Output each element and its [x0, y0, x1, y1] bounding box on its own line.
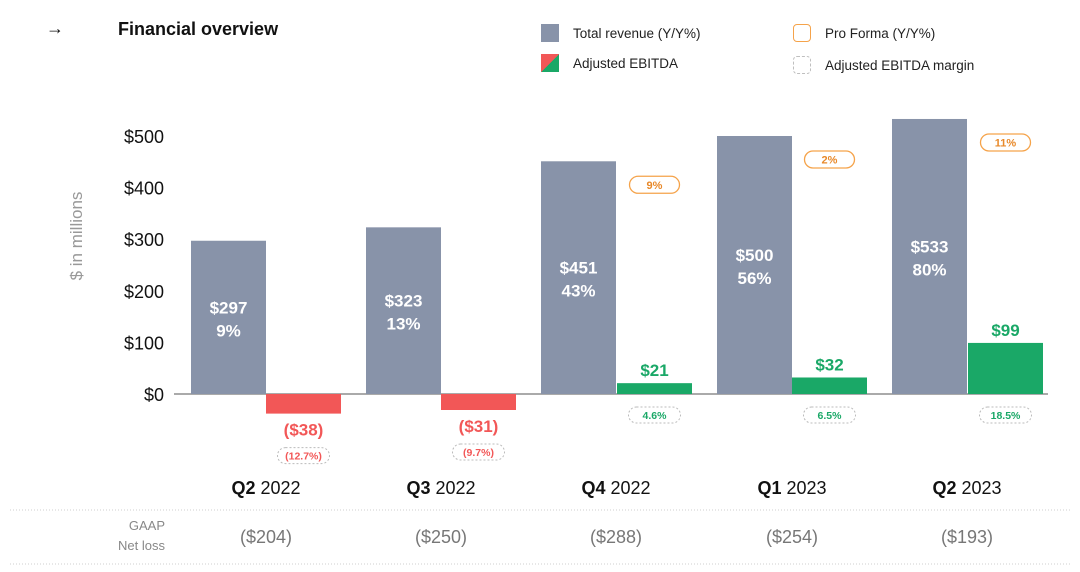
category-label: Q3 2022: [406, 478, 475, 498]
pro-forma-pill: [979, 133, 1032, 152]
category-quarter: Q2: [231, 478, 260, 498]
ebitda-value-label: $99: [991, 321, 1019, 340]
pro-forma-swatch-icon: [793, 24, 811, 42]
revenue-value-label: $500: [736, 246, 774, 265]
category-label: Q2 2022: [231, 478, 300, 498]
margin-swatch-icon: [793, 56, 811, 74]
legend-margin-label: Adjusted EBITDA margin: [825, 57, 975, 73]
revenue-value-label: $451: [560, 259, 598, 278]
gaap-net-loss-value: ($204): [240, 527, 292, 547]
ebitda-margin-label: (12.7%): [285, 451, 322, 463]
gaap-label-line2: Net loss: [118, 538, 165, 553]
gaap-net-loss-value: ($254): [766, 527, 818, 547]
category-quarter: Q2: [932, 478, 961, 498]
ebitda-value-label: ($38): [284, 421, 324, 440]
y-tick-label: $100: [124, 333, 164, 353]
ebitda-bar: [441, 394, 516, 410]
category-label: Q2 2023: [932, 478, 1001, 498]
ebitda-margin-label: 4.6%: [643, 410, 668, 422]
legend-ebitda: Adjusted EBITDA: [541, 54, 678, 72]
gaap-label-line1: GAAP: [129, 518, 165, 533]
gaap-net-loss-value: ($250): [415, 527, 467, 547]
y-tick-label: $0: [144, 385, 164, 405]
ebitda-margin-label: (9.7%): [463, 447, 494, 459]
revenue-bar: [541, 161, 616, 394]
ebitda-margin-label: 6.5%: [818, 410, 843, 422]
gaap-net-loss-value: ($193): [941, 527, 993, 547]
legend-revenue: Total revenue (Y/Y%): [541, 24, 701, 42]
legend-margin: Adjusted EBITDA margin: [793, 56, 974, 74]
revenue-yoy-label: 13%: [386, 315, 420, 334]
category-year: 2022: [260, 478, 300, 498]
ebitda-margin-label: 18.5%: [991, 410, 1021, 422]
y-tick-label: $500: [124, 127, 164, 147]
category-year: 2022: [610, 478, 650, 498]
page-title: Financial overview: [118, 19, 279, 39]
revenue-bar: [366, 227, 441, 394]
legend-pro-forma: Pro Forma (Y/Y%): [793, 24, 935, 42]
right-arrow-icon: →: [46, 18, 64, 38]
ebitda-margin-pill: [803, 406, 856, 424]
category-label: Q1 2023: [757, 478, 826, 498]
category-label: Q4 2022: [581, 478, 650, 498]
category-quarter: Q1: [757, 478, 786, 498]
revenue-yoy-label: 9%: [216, 321, 241, 340]
category-year: 2023: [961, 478, 1001, 498]
revenue-bar: [892, 118, 967, 395]
revenue-bar: [717, 136, 792, 394]
pro-forma-label: 2%: [822, 155, 838, 167]
revenue-yoy-label: 80%: [912, 260, 946, 279]
ebitda-swatch-icon: [541, 54, 559, 72]
ebitda-bar: [968, 342, 1043, 394]
y-axis-label: $ in millions: [67, 192, 86, 281]
revenue-swatch-icon: [541, 24, 559, 42]
revenue-value-label: $533: [911, 237, 949, 256]
pro-forma-pill: [628, 175, 681, 194]
y-tick-label: $200: [124, 282, 164, 302]
y-tick-label: $300: [124, 230, 164, 250]
ebitda-margin-pill: [979, 406, 1032, 424]
pro-forma-label: 9%: [647, 180, 663, 192]
ebitda-value-label: $21: [640, 361, 668, 380]
legend-pro-forma-label: Pro Forma (Y/Y%): [825, 25, 936, 41]
revenue-value-label: $297: [210, 298, 248, 317]
ebitda-value-label: $32: [815, 355, 843, 374]
pro-forma-label: 11%: [995, 137, 1017, 149]
ebitda-bar: [266, 394, 341, 414]
revenue-value-label: $323: [385, 292, 423, 311]
ebitda-margin-pill: [277, 447, 330, 465]
legend-ebitda-label: Adjusted EBITDA: [573, 55, 679, 71]
ebitda-bar: [792, 377, 867, 394]
pro-forma-pill: [803, 150, 856, 169]
revenue-yoy-label: 43%: [561, 282, 595, 301]
ebitda-margin-pill: [452, 443, 505, 461]
ebitda-bar: [617, 383, 692, 394]
legend-revenue-label: Total revenue (Y/Y%): [573, 25, 701, 41]
revenue-yoy-label: 56%: [737, 269, 771, 288]
ebitda-margin-pill: [628, 406, 681, 424]
y-tick-label: $400: [124, 179, 164, 199]
category-quarter: Q3: [406, 478, 435, 498]
revenue-bar: [191, 240, 266, 394]
category-year: 2022: [435, 478, 475, 498]
ebitda-value-label: ($31): [459, 417, 499, 436]
gaap-net-loss-value: ($288): [590, 527, 642, 547]
category-quarter: Q4: [581, 478, 610, 498]
category-year: 2023: [786, 478, 826, 498]
